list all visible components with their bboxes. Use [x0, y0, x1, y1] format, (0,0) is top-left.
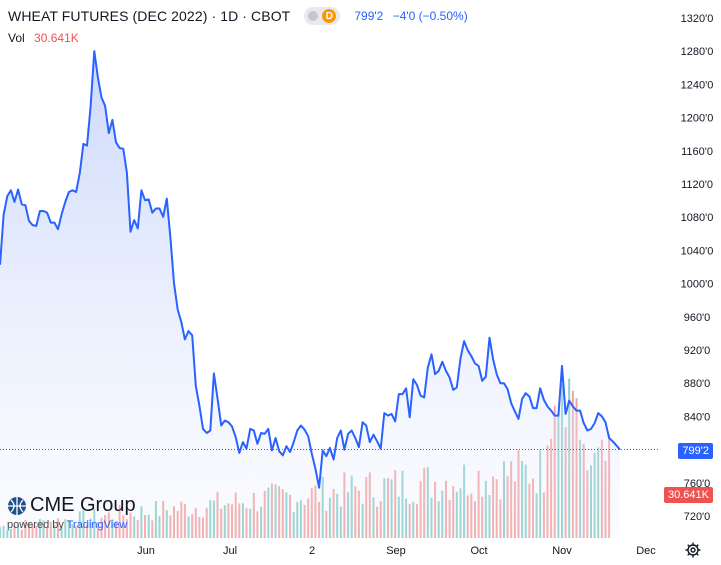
- y-tick-label: 1280'0: [681, 46, 714, 58]
- y-tick-label: 920'0: [684, 345, 711, 357]
- last-price: 799'2: [354, 9, 384, 23]
- y-tick-label: 1240'0: [681, 79, 714, 91]
- x-tick-label: Sep: [386, 545, 406, 557]
- y-tick-label: 1080'0: [681, 212, 714, 224]
- y-tick-label: 840'0: [684, 411, 711, 423]
- x-tick-label: 2: [309, 545, 315, 557]
- cme-brand-text: CME Group: [30, 494, 136, 516]
- x-axis[interactable]: Jun Jul 2 Sep Oct Nov Dec: [137, 545, 656, 557]
- price-line: [0, 50, 621, 489]
- y-tick-label: 1040'0: [681, 245, 714, 257]
- x-tick-label: Oct: [470, 545, 487, 557]
- cme-globe-icon: [8, 496, 26, 515]
- y-axis[interactable]: 1320'0 1280'0 1240'0 1200'0 1160'0 1120'0 1080…: [681, 13, 714, 523]
- chart-header: WHEAT FUTURES (DEC 2022) · 1D · CBOT D 7…: [8, 6, 474, 26]
- x-tick-label: Nov: [552, 545, 572, 557]
- symbol-title[interactable]: WHEAT FUTURES (DEC 2022) · 1D · CBOT: [8, 8, 291, 24]
- y-tick-label: 1120'0: [681, 179, 713, 191]
- y-tick-label: 760'0: [684, 478, 711, 490]
- price-tag: 799'2: [678, 443, 713, 459]
- tradingview-link[interactable]: TradingView: [66, 519, 128, 531]
- gear-icon[interactable]: [685, 542, 701, 558]
- x-tick-label: Dec: [636, 545, 656, 557]
- delayed-badge: D: [322, 9, 337, 23]
- y-tick-label: 960'0: [684, 312, 711, 324]
- volume-tag: 30.641K: [664, 487, 713, 503]
- volume-label: Vol: [8, 31, 25, 45]
- y-tick-label: 1000'0: [681, 279, 714, 291]
- volume-legend: Vol 30.641K: [8, 31, 79, 45]
- price-change: −4'0 (−0.50%): [392, 9, 468, 23]
- interval-toggle[interactable]: D: [304, 7, 341, 25]
- volume-value: 30.641K: [34, 31, 79, 45]
- toggle-dot-icon: [308, 11, 319, 21]
- y-tick-label: 720'0: [684, 511, 711, 523]
- cme-logo[interactable]: CME Group powered by TradingView: [7, 494, 136, 531]
- quote: 799'2 −4'0 (−0.50%): [354, 9, 473, 23]
- price-area: [0, 51, 620, 538]
- y-tick-label: 880'0: [684, 378, 711, 390]
- y-tick-label: 1160'0: [681, 146, 713, 158]
- x-tick-label: Jul: [223, 545, 237, 557]
- y-tick-label: 1320'0: [681, 13, 714, 25]
- powered-by-text: powered by: [7, 519, 64, 531]
- y-tick-label: 1200'0: [681, 113, 714, 125]
- x-tick-label: Jun: [137, 545, 155, 557]
